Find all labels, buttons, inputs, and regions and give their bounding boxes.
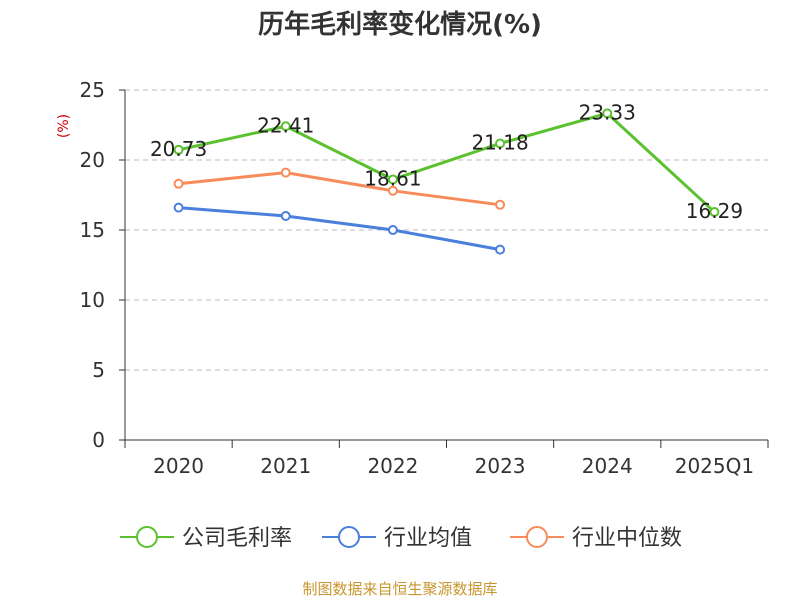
data-point xyxy=(173,144,184,155)
series-line xyxy=(178,206,501,252)
data-point xyxy=(173,178,184,189)
data-point xyxy=(280,167,291,178)
data-point xyxy=(280,121,291,132)
y-axis-unit-label: (%) xyxy=(56,114,72,138)
chart-title: 历年毛利率变化情况(%) xyxy=(258,9,542,40)
data-point xyxy=(495,244,506,255)
data-label: 18.61 xyxy=(364,166,421,190)
legend-marker-icon xyxy=(338,526,360,548)
legend-label: 公司毛利率 xyxy=(182,526,292,551)
data-labels: 20.73 22.41 18.61 21.18 23.33 16.29 xyxy=(150,100,743,223)
data-label: 20.73 xyxy=(150,137,207,161)
data-label: 23.33 xyxy=(579,100,636,124)
data-point xyxy=(387,185,398,196)
data-point xyxy=(495,138,506,149)
data-point xyxy=(173,202,184,213)
x-tick-label: 2021 xyxy=(260,454,311,478)
y-tick-label: 5 xyxy=(92,358,105,382)
axes: 0 5 10 15 20 25 2020 2021 2022 2023 2024 2025Q1 xyxy=(80,78,769,478)
grid-lines xyxy=(125,89,768,371)
y-tick-label: 20 xyxy=(80,148,105,172)
data-label: 22.41 xyxy=(257,113,314,137)
series-layer xyxy=(173,108,720,255)
series-line xyxy=(178,171,501,207)
legend-item-gross-margin[interactable]: 公司毛利率 xyxy=(120,526,292,551)
data-point xyxy=(280,211,291,221)
x-tick-label: 2023 xyxy=(475,454,526,478)
data-point xyxy=(495,199,506,210)
source-note: 制图数据来自恒生聚源数据库 xyxy=(302,580,497,598)
legend-marker-icon xyxy=(526,526,548,548)
y-tick-label: 25 xyxy=(80,78,105,102)
x-tick-label: 2024 xyxy=(582,454,633,478)
data-label: 21.18 xyxy=(471,130,528,154)
y-tick-label: 0 xyxy=(92,428,105,452)
data-point xyxy=(602,108,613,119)
y-tick-label: 15 xyxy=(80,218,105,242)
series-line xyxy=(178,111,716,214)
data-point xyxy=(709,206,720,217)
data-point xyxy=(387,225,398,235)
legend-item-industry-avg[interactable]: 行业均值 xyxy=(322,526,472,551)
series-gross-margin xyxy=(173,108,720,217)
series-industry-median xyxy=(173,167,506,210)
x-tick-label: 2020 xyxy=(153,454,204,478)
legend-marker-icon xyxy=(136,526,158,548)
data-label: 16.29 xyxy=(686,199,743,223)
legend-label: 行业均值 xyxy=(384,526,472,551)
x-tick-label: 2022 xyxy=(367,454,418,478)
legend-item-industry-median[interactable]: 行业中位数 xyxy=(510,526,682,551)
legend-label: 行业中位数 xyxy=(572,526,682,551)
x-tick-label: 2025Q1 xyxy=(675,454,754,478)
y-tick-label: 10 xyxy=(80,288,105,312)
legend[interactable]: 公司毛利率 行业均值 行业中位数 xyxy=(120,526,682,551)
series-industry-avg xyxy=(173,202,506,255)
data-point xyxy=(387,174,398,185)
